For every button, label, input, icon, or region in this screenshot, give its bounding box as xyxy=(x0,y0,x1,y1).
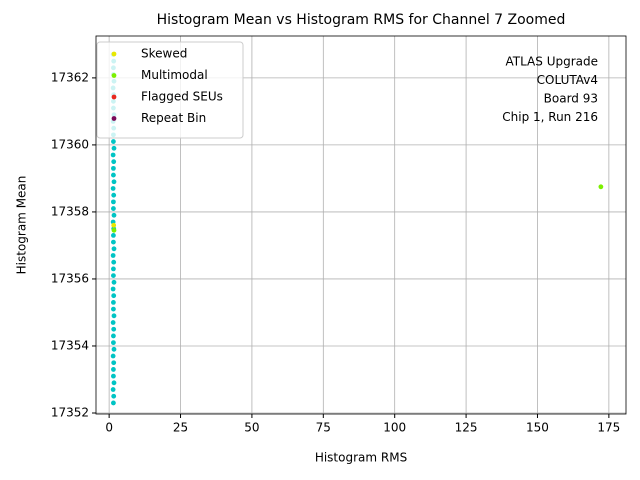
y-tick-label: 17352 xyxy=(51,405,89,419)
legend-label: Skewed xyxy=(141,47,187,61)
point xyxy=(598,184,604,190)
legend-label: Flagged SEUs xyxy=(141,90,223,104)
point xyxy=(111,259,117,265)
point xyxy=(111,393,117,399)
point xyxy=(111,279,117,285)
point xyxy=(111,346,117,352)
point xyxy=(111,212,117,218)
x-tick-label: 50 xyxy=(244,421,259,435)
annotation: Board 93 xyxy=(544,92,598,106)
point xyxy=(110,320,116,325)
point xyxy=(111,232,116,238)
point xyxy=(111,246,117,252)
point xyxy=(111,192,117,198)
point xyxy=(111,206,116,211)
point xyxy=(111,340,116,346)
point xyxy=(111,400,116,406)
y-tick-label: 17360 xyxy=(51,137,89,151)
legend-label: Multimodal xyxy=(141,68,208,82)
point xyxy=(110,387,116,392)
chart-title: Histogram Mean vs Histogram RMS for Chan… xyxy=(157,12,566,28)
annotation: Chip 1, Run 216 xyxy=(502,110,598,124)
point xyxy=(111,306,116,312)
point xyxy=(111,179,117,185)
point xyxy=(111,266,116,272)
point xyxy=(111,239,116,245)
x-tick-label: 75 xyxy=(316,421,331,435)
x-axis-label: Histogram RMS xyxy=(315,451,407,465)
x-tick-label: 100 xyxy=(383,421,406,435)
y-tick-label: 17354 xyxy=(51,338,89,352)
point xyxy=(111,373,116,379)
legend-marker xyxy=(111,73,117,78)
legend-label: Repeat Bin xyxy=(141,111,206,125)
x-tick-label: 175 xyxy=(597,421,620,435)
point xyxy=(111,227,117,233)
annotation: ATLAS Upgrade xyxy=(505,55,598,69)
legend-marker xyxy=(111,94,117,100)
y-tick-label: 17356 xyxy=(51,271,89,285)
point xyxy=(110,152,116,158)
point xyxy=(110,353,116,359)
point xyxy=(111,300,116,305)
legend-marker xyxy=(111,51,117,57)
point xyxy=(111,326,117,332)
point xyxy=(111,360,117,366)
point xyxy=(111,139,116,144)
legend-box xyxy=(96,41,244,139)
x-tick-label: 125 xyxy=(455,421,478,435)
plot-frame xyxy=(95,35,627,415)
point xyxy=(111,222,117,228)
x-tick-label: 0 xyxy=(105,421,113,435)
x-tick-label: 150 xyxy=(526,421,549,435)
point xyxy=(111,172,116,178)
legend-marker xyxy=(111,116,117,121)
point xyxy=(111,313,117,319)
y-tick-label: 17362 xyxy=(51,70,89,84)
point xyxy=(110,286,116,292)
point xyxy=(111,333,116,339)
point xyxy=(111,380,117,386)
y-axis-label: Histogram Mean xyxy=(15,176,29,275)
annotation: COLUTAv4 xyxy=(537,73,598,87)
y-tick-label: 17358 xyxy=(51,204,89,218)
point xyxy=(111,293,117,299)
point xyxy=(111,273,116,279)
point xyxy=(111,145,117,151)
point xyxy=(111,159,117,165)
point xyxy=(111,367,116,372)
point xyxy=(110,253,116,258)
point xyxy=(111,199,116,205)
point xyxy=(110,186,116,191)
x-tick-label: 25 xyxy=(173,421,188,435)
point xyxy=(111,165,116,171)
